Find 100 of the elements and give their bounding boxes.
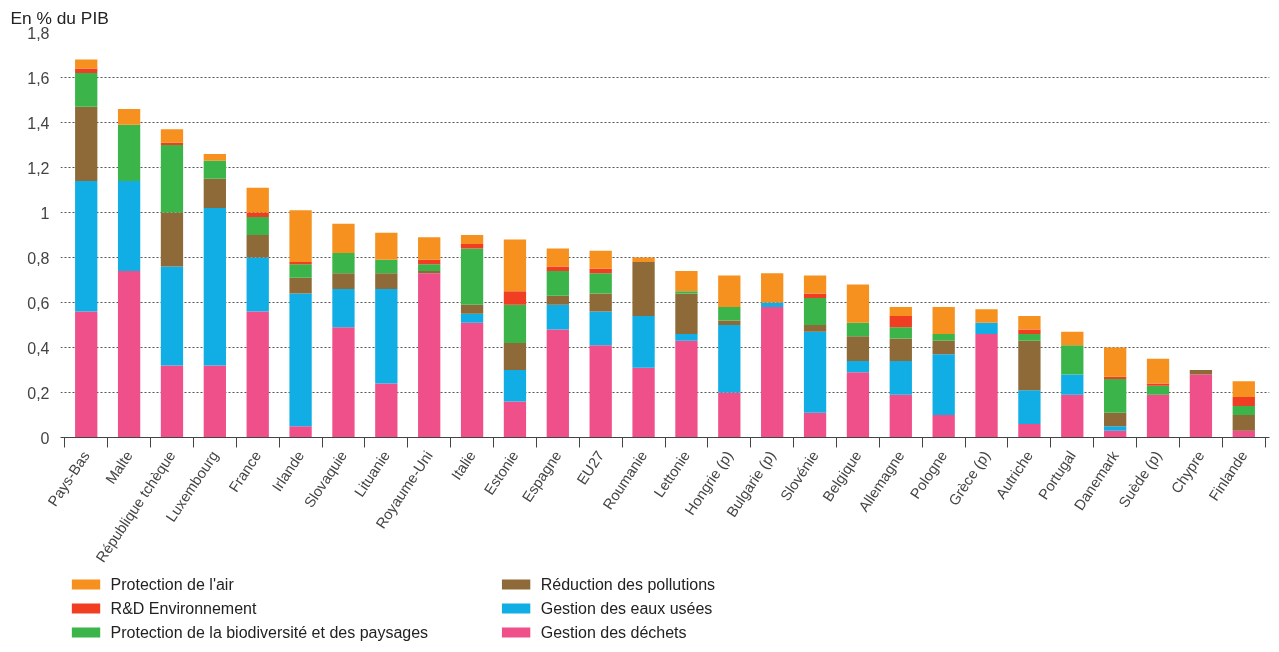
bar: [675, 340, 698, 438]
bar: [803, 298, 827, 325]
bar: [675, 271, 698, 292]
bar: [503, 370, 527, 402]
bar: [75, 181, 98, 312]
bar: [589, 311, 612, 346]
bar: [460, 248, 484, 305]
bar: [332, 273, 355, 289]
bar: [460, 322, 484, 438]
bar: [289, 277, 312, 294]
bar: [160, 266, 184, 366]
bar: [1189, 370, 1213, 375]
bar: [503, 343, 527, 370]
bar: [289, 262, 312, 265]
bar: [1146, 385, 1170, 395]
bar: [761, 273, 784, 303]
bar: [503, 304, 527, 343]
bar: [75, 73, 98, 107]
bar: [332, 223, 355, 253]
bar: [246, 311, 269, 438]
bar: [546, 248, 569, 267]
bar: [1018, 390, 1041, 424]
bar: [589, 273, 612, 294]
bar: [75, 311, 98, 438]
bar: [546, 304, 569, 330]
bar: [846, 336, 870, 361]
y-tick-label: 1,6: [27, 69, 50, 87]
bar: [503, 291, 527, 305]
bar: [589, 345, 612, 438]
bar: [675, 291, 698, 294]
y-tick-label: 0: [40, 429, 50, 447]
bar: [1061, 374, 1084, 395]
y-tick-label: 1: [40, 204, 50, 222]
bar: [460, 235, 484, 244]
bar: [803, 412, 827, 438]
bar: [418, 273, 441, 438]
bar: [246, 235, 269, 258]
bar: [846, 322, 870, 337]
bar: [1232, 397, 1255, 406]
bar: [1232, 415, 1255, 431]
bar: [889, 327, 912, 339]
bar: [160, 365, 184, 438]
y-tick-label: 1,4: [27, 114, 50, 132]
bar: [1232, 406, 1255, 415]
bar: [117, 271, 141, 438]
bar: [975, 334, 998, 438]
bar: [975, 309, 998, 323]
y-tick-label: 1,2: [27, 159, 50, 177]
bar: [1146, 358, 1170, 384]
bar: [589, 293, 612, 312]
bar: [846, 284, 870, 323]
bar: [503, 239, 527, 292]
bar: [889, 361, 912, 395]
bar: [803, 275, 827, 294]
bar: [803, 325, 827, 332]
bar: [932, 307, 955, 334]
legend-label: Gestion des eaux usées: [540, 600, 713, 617]
bar: [803, 331, 827, 413]
legend-label: Réduction des pollutions: [540, 576, 716, 593]
bar: [1104, 426, 1127, 431]
bar: [1061, 394, 1084, 438]
bar: [289, 264, 312, 278]
bar: [160, 212, 184, 267]
bar: [117, 124, 141, 181]
bar: [889, 307, 912, 316]
bar: [1104, 347, 1127, 377]
bar: [289, 426, 312, 438]
bar: [546, 295, 569, 305]
bar: [1061, 331, 1084, 346]
bar: [632, 257, 655, 262]
legend-label: R&D Environnement: [110, 600, 257, 617]
bar: [289, 210, 312, 262]
bar: [117, 181, 141, 271]
bar: [589, 250, 612, 269]
bar: [632, 316, 655, 368]
bar: [632, 367, 655, 438]
y-tick-label: 0,8: [27, 249, 50, 267]
bar: [932, 415, 955, 438]
y-tick-label: 0,2: [27, 384, 50, 402]
bar: [889, 338, 912, 361]
bar: [160, 145, 184, 213]
bar: [1018, 316, 1041, 330]
legend-label: Protection de l'air: [110, 576, 235, 593]
bar: [375, 289, 398, 384]
bar: [1146, 394, 1170, 438]
bar: [546, 329, 569, 438]
bar: [1018, 340, 1041, 391]
bar: [332, 327, 355, 438]
bar: [1232, 381, 1255, 397]
y-tick-label: 0,6: [27, 294, 50, 312]
bar: [632, 262, 655, 316]
bar: [718, 275, 741, 307]
bar: [846, 372, 870, 438]
bar: [675, 334, 698, 341]
bar: [1189, 374, 1213, 438]
bar: [375, 273, 398, 289]
y-tick-label: 0,4: [27, 339, 50, 357]
bar: [975, 322, 998, 334]
bar: [418, 237, 441, 260]
bar: [889, 394, 912, 438]
